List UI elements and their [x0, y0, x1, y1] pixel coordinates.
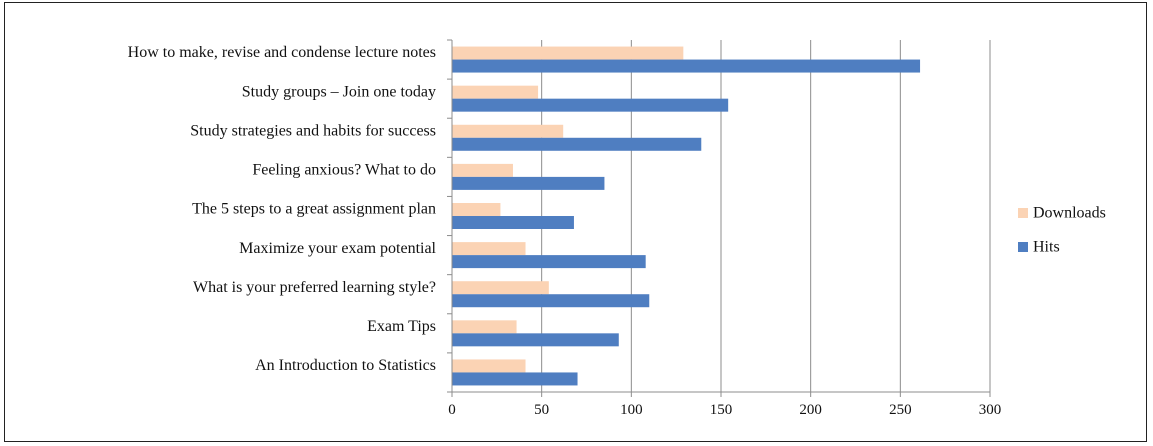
legend-label-downloads: Downloads: [1033, 205, 1106, 222]
category-labels: How to make, revise and condense lecture…: [128, 44, 437, 374]
bar-hits: [452, 59, 921, 73]
category-label: Exam Tips: [367, 318, 436, 335]
bar-downloads: [452, 242, 526, 256]
category-label: Study strategies and habits for success: [190, 122, 436, 139]
bar-hits: [452, 216, 574, 229]
legend: Downloads Hits: [1018, 205, 1106, 256]
bar-downloads: [452, 85, 539, 99]
x-tick-label: 0: [448, 402, 456, 418]
legend-swatch-hits: [1018, 242, 1028, 252]
bar-downloads: [452, 46, 684, 60]
category-label: The 5 steps to a great assignment plan: [192, 201, 436, 218]
category-label: Study groups – Join one today: [242, 83, 436, 100]
bar-downloads: [452, 163, 513, 177]
legend-swatch-downloads: [1018, 208, 1028, 218]
axes: [447, 39, 991, 397]
x-tick-label: 100: [620, 402, 643, 418]
bar-downloads: [452, 320, 517, 334]
x-tick-label: 50: [534, 402, 549, 418]
bars: [452, 46, 921, 386]
bar-hits: [452, 294, 650, 308]
bar-hits: [452, 98, 729, 112]
bar-downloads: [452, 359, 526, 373]
x-tick-labels: 0 50 100 150 200 250 300: [448, 402, 1001, 418]
bar-hits: [452, 255, 646, 269]
bar-hits: [452, 137, 702, 151]
category-label: An Introduction to Statistics: [255, 357, 436, 374]
x-tick-label: 300: [979, 402, 1002, 418]
bar-hits: [452, 176, 605, 190]
category-label: What is your preferred learning style?: [193, 279, 436, 296]
bar-downloads: [452, 281, 549, 295]
chart-frame: [4, 2, 1147, 442]
bar-hits: [452, 333, 619, 347]
x-tick-label: 250: [889, 402, 912, 418]
bar-downloads: [452, 203, 501, 216]
legend-label-hits: Hits: [1033, 239, 1060, 256]
x-tick-label: 150: [710, 402, 733, 418]
category-label: How to make, revise and condense lecture…: [128, 44, 436, 61]
x-tick-label: 200: [799, 402, 822, 418]
category-label: Maximize your exam potential: [239, 240, 436, 257]
bar-downloads: [452, 124, 564, 138]
bar-hits: [452, 372, 578, 386]
category-label: Feeling anxious? What to do: [252, 162, 436, 179]
